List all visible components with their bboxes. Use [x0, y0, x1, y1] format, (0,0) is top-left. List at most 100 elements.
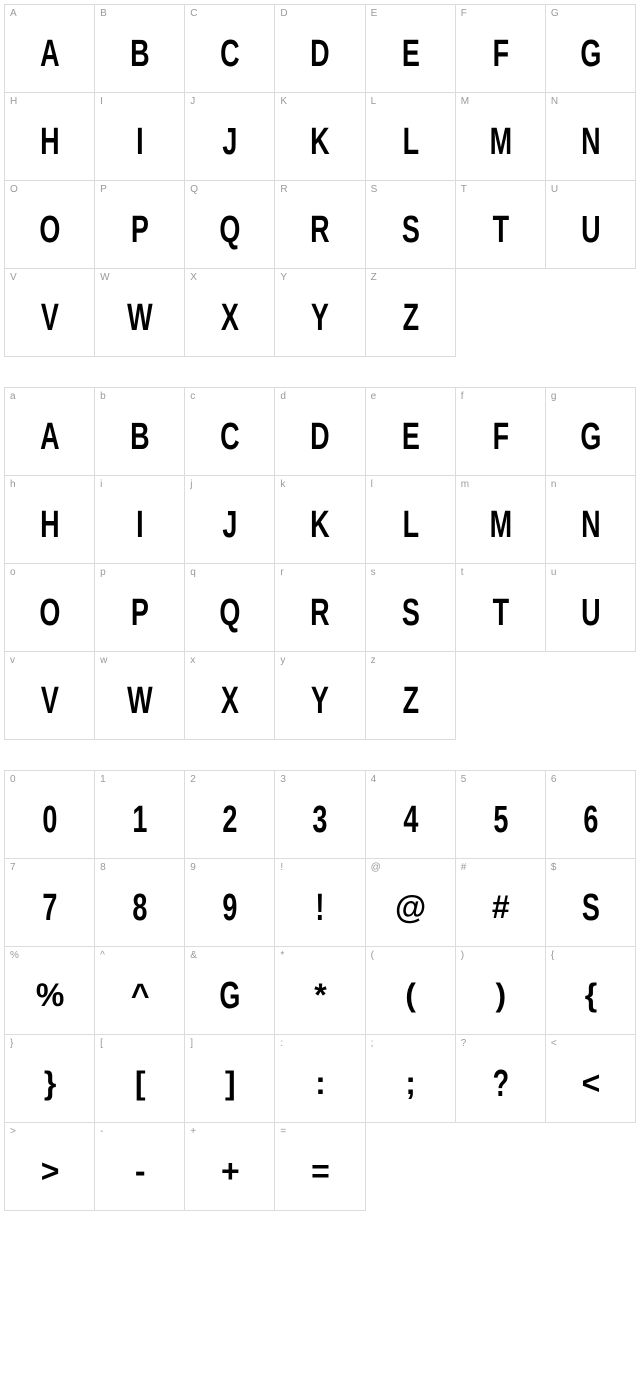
glyph-cell[interactable]: >>	[5, 1123, 95, 1211]
glyph-cell[interactable]: 77	[5, 859, 95, 947]
cell-label: U	[551, 184, 558, 195]
glyph-cell[interactable]: KK	[275, 93, 365, 181]
glyph-cell[interactable]: 55	[456, 771, 546, 859]
glyph-cell[interactable]: VV	[5, 269, 95, 357]
cell-label: j	[190, 479, 192, 490]
glyph-cell[interactable]: HH	[5, 93, 95, 181]
glyph-cell[interactable]: <<	[546, 1035, 636, 1123]
cell-glyph: -	[135, 1147, 145, 1187]
glyph-cell[interactable]: ;;	[366, 1035, 456, 1123]
glyph-cell[interactable]: kK	[275, 476, 365, 564]
glyph-cell[interactable]: qQ	[185, 564, 275, 652]
glyph-cell[interactable]: vV	[5, 652, 95, 740]
glyph-cell[interactable]: [[	[95, 1035, 185, 1123]
glyph-cell[interactable]: dD	[275, 388, 365, 476]
glyph-cell[interactable]: 33	[275, 771, 365, 859]
glyph-cell[interactable]: 22	[185, 771, 275, 859]
glyph-cell[interactable]: wW	[95, 652, 185, 740]
glyph-cell[interactable]: CC	[185, 5, 275, 93]
glyph-cell[interactable]: ))	[456, 947, 546, 1035]
glyph-cell[interactable]: --	[95, 1123, 185, 1211]
glyph-cell[interactable]: yY	[275, 652, 365, 740]
cell-glyph: [	[135, 1059, 145, 1099]
glyph-cell[interactable]: fF	[456, 388, 546, 476]
glyph-cell[interactable]: uU	[546, 564, 636, 652]
glyph-cell[interactable]: ++	[185, 1123, 275, 1211]
glyph-cell[interactable]: @@	[366, 859, 456, 947]
glyph-cell[interactable]: PP	[95, 181, 185, 269]
glyph-cell[interactable]: tT	[456, 564, 546, 652]
glyph-cell[interactable]: xX	[185, 652, 275, 740]
glyph-cell[interactable]: lL	[366, 476, 456, 564]
glyph-cell[interactable]: aA	[5, 388, 95, 476]
glyph-cell[interactable]: pP	[95, 564, 185, 652]
glyph-cell[interactable]: sS	[366, 564, 456, 652]
glyph-cell[interactable]: OO	[5, 181, 95, 269]
glyph-cell[interactable]: 66	[546, 771, 636, 859]
glyph-cell[interactable]: zZ	[366, 652, 456, 740]
glyph-cell[interactable]: 88	[95, 859, 185, 947]
glyph-cell[interactable]: NN	[546, 93, 636, 181]
glyph-cell[interactable]: **	[275, 947, 365, 1035]
glyph-cell[interactable]: WW	[95, 269, 185, 357]
glyph-cell[interactable]: gG	[546, 388, 636, 476]
glyph-cell[interactable]: nN	[546, 476, 636, 564]
glyph-cell[interactable]: oO	[5, 564, 95, 652]
glyph-cell[interactable]: ZZ	[366, 269, 456, 357]
glyph-cell[interactable]: cC	[185, 388, 275, 476]
cell-label: Q	[190, 184, 198, 195]
cell-glyph: K	[311, 496, 330, 542]
glyph-cell[interactable]: !!	[275, 859, 365, 947]
glyph-cell[interactable]: rR	[275, 564, 365, 652]
glyph-cell[interactable]: jJ	[185, 476, 275, 564]
glyph-cell[interactable]: ^^	[95, 947, 185, 1035]
glyph-cell[interactable]: LL	[366, 93, 456, 181]
glyph-cell[interactable]: 44	[366, 771, 456, 859]
cell-glyph: 3	[313, 791, 327, 837]
glyph-cell[interactable]: RR	[275, 181, 365, 269]
glyph-cell[interactable]: GG	[546, 5, 636, 93]
glyph-cell[interactable]: ::	[275, 1035, 365, 1123]
glyph-cell[interactable]: {{	[546, 947, 636, 1035]
glyph-cell[interactable]: DD	[275, 5, 365, 93]
glyph-cell[interactable]: ]]	[185, 1035, 275, 1123]
glyph-cell[interactable]: QQ	[185, 181, 275, 269]
glyph-cell[interactable]: $S	[546, 859, 636, 947]
cell-label: K	[280, 96, 287, 107]
glyph-cell[interactable]: ??	[456, 1035, 546, 1123]
glyph-cell[interactable]: XX	[185, 269, 275, 357]
glyph-cell[interactable]: }}	[5, 1035, 95, 1123]
cell-label: M	[461, 96, 469, 107]
empty-cell	[456, 652, 546, 740]
glyph-cell[interactable]: 11	[95, 771, 185, 859]
glyph-cell[interactable]: ==	[275, 1123, 365, 1211]
glyph-cell[interactable]: JJ	[185, 93, 275, 181]
glyph-cell[interactable]: BB	[95, 5, 185, 93]
glyph-cell[interactable]: %%	[5, 947, 95, 1035]
glyph-cell[interactable]: ((	[366, 947, 456, 1035]
glyph-cell[interactable]: &G	[185, 947, 275, 1035]
cell-glyph: P	[131, 584, 148, 630]
cell-glyph: H	[40, 496, 59, 542]
cell-label: c	[190, 391, 195, 402]
glyph-cell[interactable]: UU	[546, 181, 636, 269]
glyph-cell[interactable]: ##	[456, 859, 546, 947]
glyph-cell[interactable]: EE	[366, 5, 456, 93]
cell-label: e	[371, 391, 377, 402]
glyph-cell[interactable]: 00	[5, 771, 95, 859]
glyph-cell[interactable]: SS	[366, 181, 456, 269]
glyph-cell[interactable]: YY	[275, 269, 365, 357]
glyph-cell[interactable]: hH	[5, 476, 95, 564]
glyph-cell[interactable]: iI	[95, 476, 185, 564]
glyph-cell[interactable]: bB	[95, 388, 185, 476]
glyph-cell[interactable]: mM	[456, 476, 546, 564]
glyph-cell[interactable]: AA	[5, 5, 95, 93]
glyph-cell[interactable]: MM	[456, 93, 546, 181]
cell-glyph: M	[489, 113, 511, 159]
glyph-cell[interactable]: FF	[456, 5, 546, 93]
glyph-cell[interactable]: 99	[185, 859, 275, 947]
cell-glyph: I	[136, 496, 143, 542]
glyph-cell[interactable]: II	[95, 93, 185, 181]
glyph-cell[interactable]: TT	[456, 181, 546, 269]
glyph-cell[interactable]: eE	[366, 388, 456, 476]
